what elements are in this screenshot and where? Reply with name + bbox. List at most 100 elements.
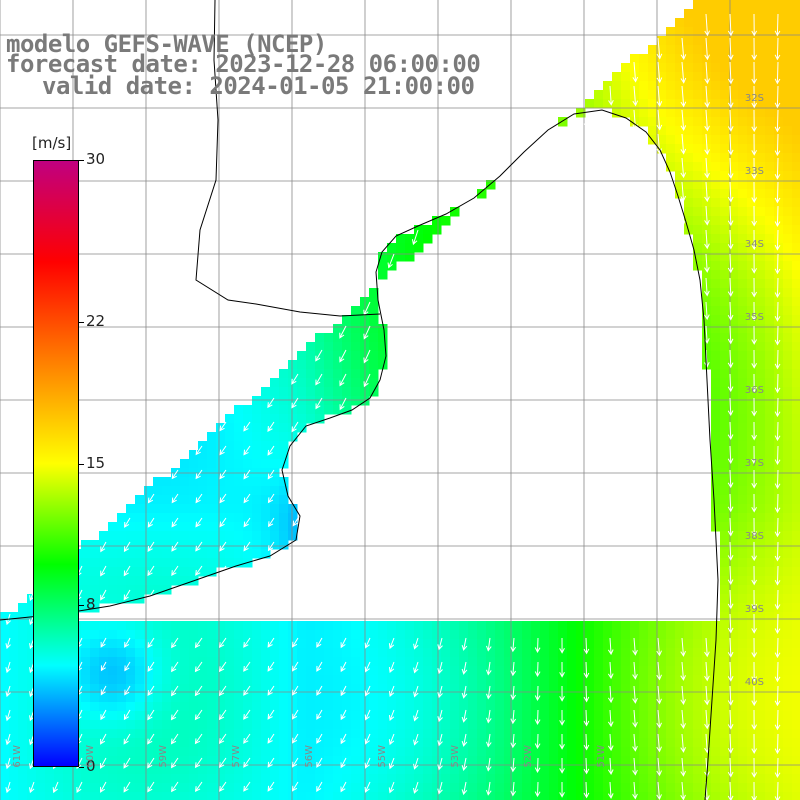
speed-cell [225,702,235,712]
speed-cell [720,648,730,658]
speed-cell [531,675,541,685]
speed-cell [432,639,442,649]
speed-cell [693,99,703,109]
speed-cell [612,648,622,658]
speed-cell [405,621,415,631]
speed-cell [783,720,793,730]
speed-cell [747,279,757,289]
speed-cell [747,441,757,451]
wind-arrow [194,685,203,697]
speed-cell [171,747,181,757]
speed-cell [216,648,226,658]
speed-cell [765,747,775,757]
speed-cell [90,738,100,748]
speed-cell [693,90,703,100]
speed-cell [36,765,46,775]
speed-cell [270,396,280,406]
latitude-label: 36S [744,385,764,396]
speed-cell [612,756,622,766]
speed-cell [756,342,766,352]
speed-cell [594,657,604,667]
speed-cell [189,549,199,559]
speed-cell [765,189,775,199]
speed-cell [684,783,694,793]
speed-cell [756,0,766,10]
speed-cell [693,666,703,676]
speed-cell [747,18,757,28]
speed-cell [396,747,406,757]
speed-cell [369,720,379,730]
speed-cell [765,360,775,370]
wind-arrow [486,661,492,676]
speed-cell [675,189,685,199]
wind-arrow [340,733,347,745]
speed-cell [747,108,757,118]
speed-cell [720,450,730,460]
speed-cell [756,567,766,577]
wind-arrow [461,709,468,723]
speed-cell [675,27,685,37]
wind-arrow [219,757,227,768]
speed-cell [135,783,145,793]
speed-cell [756,666,766,676]
speed-cell [738,126,748,136]
speed-cell [747,333,757,343]
speed-cell [387,657,397,667]
speed-cell [315,684,325,694]
speed-cell [0,747,10,757]
speed-cell [351,342,361,352]
speed-cell [585,720,595,730]
speed-cell [585,783,595,793]
speed-cell [234,459,244,469]
speed-cell [369,702,379,712]
speed-cell [414,756,424,766]
speed-cell [243,702,253,712]
speed-cell [297,684,307,694]
speed-cell [306,621,316,631]
speed-cell [153,711,163,721]
speed-cell [297,378,307,388]
speed-cell [369,324,379,334]
speed-cell [720,630,730,640]
speed-cell [729,144,739,154]
speed-cell [666,639,676,649]
speed-cell [792,423,800,433]
wind-arrow [364,661,371,673]
speed-cell [126,684,136,694]
speed-cell [261,639,271,649]
speed-cell [36,774,46,784]
speed-cell [792,540,800,550]
speed-cell [198,711,208,721]
speed-cell [711,261,721,271]
speed-cell [459,675,469,685]
speed-cell [171,522,181,532]
speed-cell [738,738,748,748]
speed-cell [279,792,289,800]
wind-arrow [680,85,687,108]
speed-cell [711,477,721,487]
speed-cell [747,189,757,199]
speed-cell [306,756,316,766]
speed-cell [729,441,739,451]
valid-date: valid date: 2024-01-05 21:00:00 [42,72,475,100]
speed-cell [171,531,181,541]
speed-cell [315,405,325,415]
speed-cell [414,243,424,253]
speed-cell [378,747,388,757]
speed-cell [756,162,766,172]
speed-cell [90,711,100,721]
speed-cell [81,765,91,775]
speed-cell [684,630,694,640]
speed-cell [684,72,694,82]
speed-cell [549,729,559,739]
speed-cell [153,549,163,559]
wind-arrow [243,709,251,720]
speed-cell [45,792,55,800]
wind-arrow [774,61,781,85]
speed-cell [594,666,604,676]
speed-cell [468,666,478,676]
speed-cell [477,702,487,712]
speed-cell [720,54,730,64]
speed-cell [576,675,586,685]
speed-cell [81,603,91,613]
